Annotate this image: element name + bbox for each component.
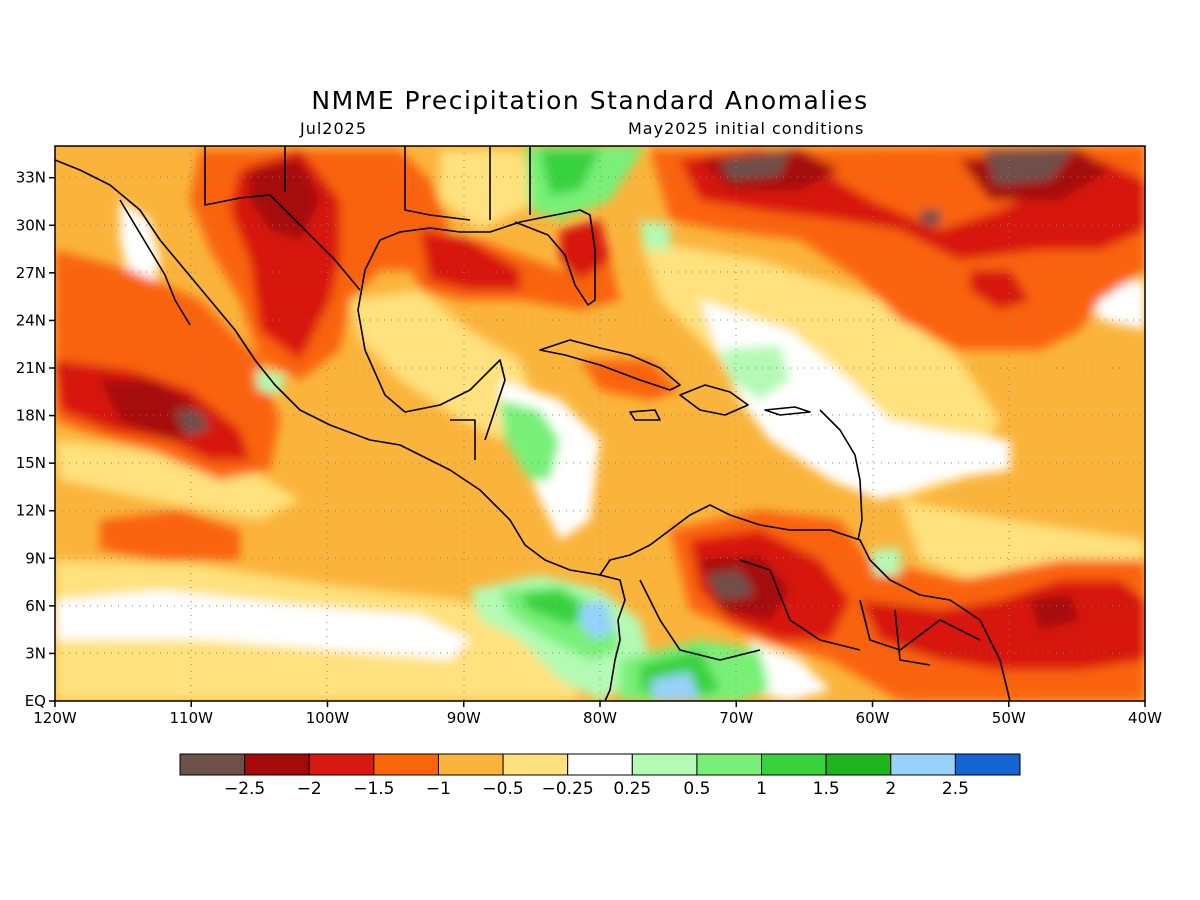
initial-conditions: May2025 initial conditions <box>628 119 865 138</box>
colorbar-label: −0.5 <box>482 779 523 799</box>
x-tick-label: 60W <box>856 709 890 727</box>
colorbar-label: 1.5 <box>813 779 840 799</box>
colorbar-label: 2.5 <box>942 779 969 799</box>
colorbar-label: −2.5 <box>224 779 265 799</box>
coastlines <box>55 146 1011 701</box>
colorbar-label: 1 <box>756 779 767 799</box>
x-tick-label: 90W <box>447 709 481 727</box>
colorbar-swatch <box>437 753 504 776</box>
colorbar-swatch <box>890 753 956 776</box>
y-tick-label: 15N <box>16 454 46 472</box>
colorbar-swatch <box>308 753 375 776</box>
colorbar-label: −1 <box>426 779 451 799</box>
colorbar-label: 0.25 <box>613 779 651 799</box>
y-tick-label: 6N <box>25 597 46 615</box>
y-tick-label: 18N <box>16 407 46 425</box>
x-tick-label: 40W <box>1128 709 1162 727</box>
x-tick-label: 80W <box>583 709 617 727</box>
colorbar-swatch <box>631 753 698 776</box>
colorbar-swatch <box>502 753 569 776</box>
y-tick-label: EQ <box>25 692 46 710</box>
colorbar-label: 2 <box>885 779 896 799</box>
grid-lines <box>55 146 1145 701</box>
x-tick-label: 120W <box>33 709 77 727</box>
x-tick-label: 70W <box>719 709 753 727</box>
colorbar-swatch <box>954 753 1021 776</box>
y-tick-label: 21N <box>16 359 46 377</box>
colorbar-label: −1.5 <box>353 779 394 799</box>
colorbar-swatch <box>761 753 827 776</box>
colorbar-swatch <box>373 753 439 776</box>
x-tick-label: 50W <box>992 709 1026 727</box>
colorbar: −2.5 −2 −1.5 −1 −0.5 −0.25 0.25 0.5 1 1.5 2 2.5 <box>179 753 1021 799</box>
colorbar-label: −0.25 <box>542 779 594 799</box>
colorbar-swatch <box>567 753 633 776</box>
y-tick-label: 30N <box>16 216 46 234</box>
colorbar-swatch <box>244 753 310 776</box>
axis-ticks: 120W 110W 100W 90W 80W 70W 60W 50W 40W 33N 30N 27N 2… <box>16 169 1162 727</box>
y-tick-label: 12N <box>16 502 46 520</box>
colorbar-swatch <box>825 753 892 776</box>
colorbar-swatch <box>179 753 246 776</box>
anomaly-field <box>55 146 1145 701</box>
y-tick-label: 24N <box>16 311 46 329</box>
y-tick-label: 3N <box>25 644 46 662</box>
colorbar-swatch <box>696 753 763 776</box>
y-tick-label: 27N <box>16 264 46 282</box>
x-tick-label: 100W <box>306 709 350 727</box>
x-tick-label: 110W <box>170 709 214 727</box>
y-tick-label: 9N <box>25 549 46 567</box>
map-title: NMME Precipitation Standard Anomalies <box>311 86 869 115</box>
target-month: Jul2025 <box>300 119 368 138</box>
colorbar-label: −2 <box>297 779 322 799</box>
colorbar-label: 0.5 <box>683 779 710 799</box>
y-tick-label: 33N <box>16 169 46 187</box>
